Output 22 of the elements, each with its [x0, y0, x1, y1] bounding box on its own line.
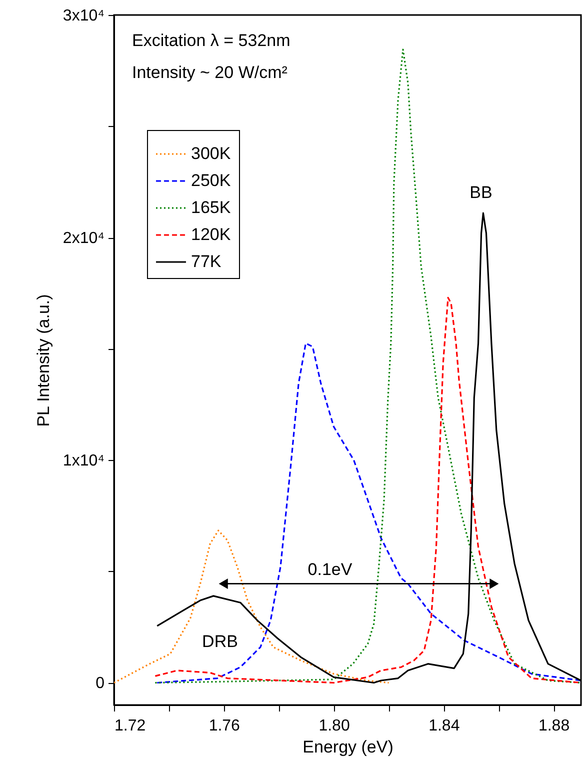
legend-label: 165K	[191, 198, 232, 217]
line-series	[114, 530, 390, 684]
annotation: Intensity ~ 20 W/cm²	[132, 63, 288, 82]
x-tick-label: 1.76	[208, 718, 240, 734]
legend-label: 300K	[191, 144, 232, 163]
x-axis-title: Energy (eV)	[302, 738, 394, 756]
x-tick-label: 1.84	[428, 718, 460, 734]
annotation: DRB	[202, 632, 238, 651]
y-tick-label: 3x10⁴	[62, 8, 105, 24]
annotation: BB	[470, 183, 492, 202]
y-tick-label: 1x10⁴	[62, 452, 105, 470]
legend-label: 77K	[191, 252, 222, 271]
legend-label: 120K	[191, 225, 232, 244]
y-tick-label: 2x10⁴	[62, 230, 105, 248]
x-tick-label: 1.88	[538, 718, 570, 734]
y-tick-label: 0	[96, 675, 105, 692]
annotation: Excitation λ = 532nm	[132, 31, 290, 50]
annotation: 0.1eV	[308, 560, 353, 579]
x-tick-label: 1.80	[318, 718, 350, 734]
y-axis-title: PL Intensity (a.u.)	[34, 294, 53, 427]
x-tick-label: 1.72	[114, 718, 146, 734]
legend-label: 250K	[191, 171, 232, 190]
